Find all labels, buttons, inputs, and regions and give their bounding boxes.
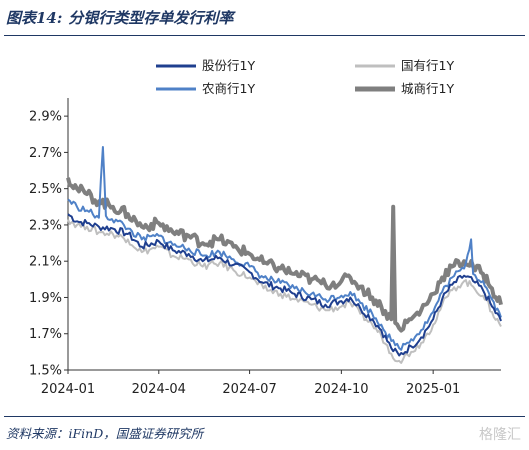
series-lines — [66, 146, 503, 364]
series-line-3 — [66, 177, 503, 333]
y-tick-label: 1.7% — [29, 327, 62, 342]
y-tick-label: 2.3% — [29, 218, 62, 233]
legend-label: 国有行1Y — [401, 58, 454, 73]
legend: 股份行1Y 国有行1Y 农商行1Y 城商行1Y — [156, 58, 454, 96]
y-tick-label: 1.9% — [29, 291, 62, 306]
x-tick-label: 2024-04 — [132, 382, 186, 397]
figure-title: 图表14: 分银行类型存单发行利率 — [6, 7, 239, 28]
legend-label: 股份行1Y — [202, 58, 255, 73]
y-tick-label: 1.5% — [29, 364, 62, 379]
header-rule — [4, 35, 525, 36]
chart-title: 分银行类型存单发行利率 — [68, 9, 234, 27]
y-tick-label: 2.7% — [29, 146, 62, 161]
figure-number: 图表14: — [6, 9, 63, 27]
watermark-logo: 格隆汇 — [479, 427, 521, 443]
footer-rule — [4, 416, 525, 417]
x-tick-label: 2025-01 — [406, 382, 460, 397]
x-tick-label: 2024-07 — [222, 382, 276, 397]
y-tick-label: 2.5% — [29, 182, 62, 197]
chart-area: 股份行1Y 国有行1Y 农商行1Y 城商行1Y 1.5% 1.7% 1.9% 2.1% 2.3… — [29, 58, 503, 397]
series-line-0 — [67, 213, 502, 357]
x-tick-label: 2024-10 — [314, 382, 368, 397]
y-tick-label: 2.9% — [29, 110, 62, 125]
series-line-1 — [67, 219, 502, 364]
legend-label: 农商行1Y — [202, 81, 255, 96]
source-note: 资料来源：iFinD，国盛证券研究所 — [6, 426, 204, 441]
axes: 1.5% 1.7% 1.9% 2.1% 2.3% 2.5% 2.7% 2.9% 2024-01 2… — [29, 98, 501, 397]
x-tick-label: 2024-01 — [41, 382, 95, 397]
y-tick-label: 2.1% — [29, 255, 62, 270]
series-line-2 — [67, 146, 502, 351]
legend-label: 城商行1Y — [401, 81, 454, 96]
